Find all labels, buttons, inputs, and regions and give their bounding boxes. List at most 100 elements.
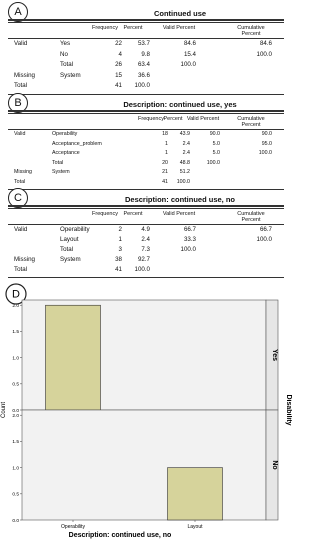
table-cell: 15 xyxy=(115,71,122,79)
table-cell: 90.0 xyxy=(261,131,272,137)
plot-area xyxy=(21,409,267,521)
column-header: Valid Percent xyxy=(186,116,220,122)
table-cell: 41 xyxy=(115,82,122,89)
table-cell: 18 xyxy=(162,131,168,137)
row-group: Missing xyxy=(14,256,35,263)
table-rule xyxy=(8,19,284,21)
table-cell: 90.0 xyxy=(209,131,220,137)
table-cell: 41 xyxy=(162,178,168,185)
column-header: Percent xyxy=(123,25,143,31)
table-cell: 26 xyxy=(115,61,122,68)
panel-label: C xyxy=(8,188,28,208)
row-label: Total xyxy=(60,61,74,68)
row-group: Total xyxy=(14,82,28,89)
row-label: Acceptance xyxy=(52,150,80,156)
y-tick-label: 0.5 xyxy=(12,492,19,498)
table-cell: 5.0 xyxy=(212,150,220,156)
table-rule xyxy=(8,113,284,114)
table-cell: 100.0 xyxy=(206,159,220,166)
row-group: Valid xyxy=(14,226,28,233)
row-label: System xyxy=(52,169,70,175)
column-header: Frequency xyxy=(138,116,164,122)
column-header: Cumulative Percent xyxy=(237,116,265,128)
row-group: Missing xyxy=(14,169,32,175)
table-rule xyxy=(8,224,284,225)
column-header: Percent xyxy=(163,116,183,122)
table-rule xyxy=(8,38,284,39)
panel-label: B xyxy=(8,93,28,113)
table-rule xyxy=(8,277,284,278)
table-cell: 51.2 xyxy=(179,169,190,175)
table-cell: 84.6 xyxy=(183,40,196,47)
table-cell: 20 xyxy=(162,159,168,166)
table-cell: 21 xyxy=(162,169,168,175)
facet-title: Disability xyxy=(285,394,292,425)
column-header: Cumulative Percent xyxy=(237,25,265,37)
table-cell: 53.7 xyxy=(137,40,150,47)
table-rule xyxy=(8,22,284,23)
table-cell: 2 xyxy=(118,226,122,233)
column-header: Percent xyxy=(123,211,143,217)
y-tick-label: 1.5 xyxy=(12,329,19,335)
column-header: Cumulative Percent xyxy=(237,211,265,223)
y-tick-label: 1.5 xyxy=(12,439,19,445)
table-rule xyxy=(8,189,284,190)
table-cell: 92.7 xyxy=(137,256,150,263)
column-header: Valid Percent xyxy=(162,211,196,217)
table-title: Description: continued use, no xyxy=(124,195,235,204)
column-header: Frequency xyxy=(92,211,118,217)
table-cell: 4.9 xyxy=(141,226,150,233)
row-group: Valid xyxy=(14,131,26,137)
table-cell: 15.4 xyxy=(183,50,196,58)
row-group: Total xyxy=(14,266,28,273)
table-cell: 1 xyxy=(165,150,168,156)
y-tick-label: 1.0 xyxy=(12,465,19,471)
facet-label: No xyxy=(271,460,278,469)
table-rule xyxy=(8,205,284,207)
table-title: Continued use xyxy=(153,9,207,18)
table-cell: 2.4 xyxy=(182,140,190,147)
bar xyxy=(45,304,101,411)
row-group: Missing xyxy=(14,71,35,79)
row-label: System xyxy=(60,256,81,263)
table-rule xyxy=(8,129,284,130)
row-label: Acceptance_problem xyxy=(52,140,102,147)
table-cell: 3 xyxy=(118,246,122,253)
table-cell: 95.0 xyxy=(261,140,272,147)
table-cell: 48.8 xyxy=(179,159,190,166)
column-header: Frequency xyxy=(92,25,118,31)
table-cell: 100.0 xyxy=(180,61,196,68)
column-header: Valid Percent xyxy=(162,25,196,31)
table-cell: 1 xyxy=(118,236,122,243)
row-label: No xyxy=(60,50,68,58)
y-tick-label: 1.0 xyxy=(12,355,19,361)
table-cell: 100.0 xyxy=(134,82,150,89)
table-cell: 84.6 xyxy=(259,40,272,47)
page: { "table_a": {"panel_label": "A", "title… xyxy=(1,2,292,539)
row-group: Total xyxy=(14,178,26,185)
table-cell: 63.4 xyxy=(137,61,150,68)
y-tick-label: 2.0 xyxy=(12,413,19,419)
row-label: Total xyxy=(52,159,64,166)
row-label: System xyxy=(60,71,81,79)
table-cell: 2.4 xyxy=(182,150,190,156)
table-cell: 41 xyxy=(115,266,122,273)
y-tick-label: 2.0 xyxy=(12,303,19,309)
row-label: Operability xyxy=(52,131,78,137)
table-cell: 38 xyxy=(115,256,122,263)
table-cell: 100.0 xyxy=(180,246,196,253)
table-cell: 33.3 xyxy=(183,236,196,243)
y-tick-label: 0.5 xyxy=(12,382,19,388)
panel-label-circle xyxy=(5,283,27,305)
y-tick-label: 0.0 xyxy=(12,408,19,414)
table-cell: 36.6 xyxy=(137,71,150,79)
table-rule xyxy=(8,110,284,112)
row-group: Valid xyxy=(14,40,28,47)
table-rule xyxy=(8,208,284,209)
table-cell: 4 xyxy=(118,50,122,58)
y-axis-title: Count xyxy=(1,402,7,418)
chart: Description: continued use, no Count Dis… xyxy=(1,283,292,539)
x-axis-title: Description: continued use, no xyxy=(69,532,172,539)
table-cell: 66.7 xyxy=(259,226,272,233)
row-label: Total xyxy=(60,246,74,253)
